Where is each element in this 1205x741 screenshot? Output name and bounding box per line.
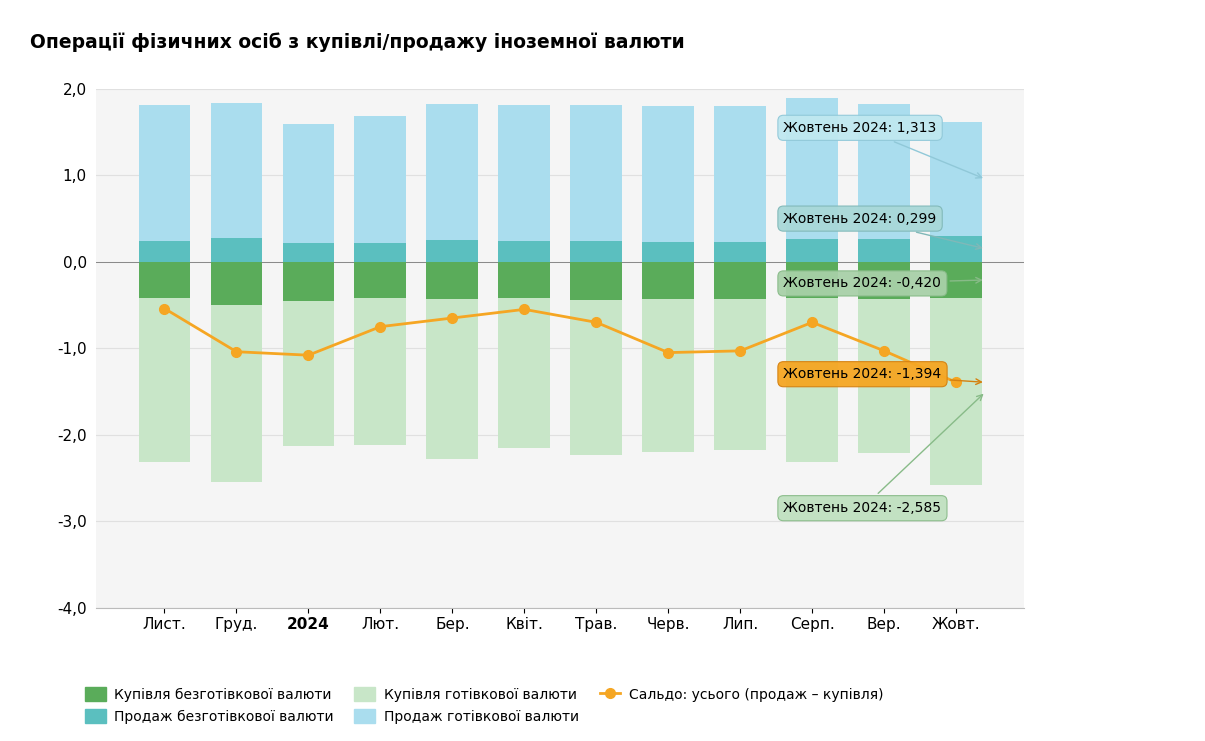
Bar — [427, 240, 478, 262]
Bar — [858, 239, 910, 262]
Bar — [858, 262, 910, 299]
Bar — [282, 262, 334, 301]
Bar — [211, 103, 263, 239]
Bar — [282, 243, 334, 262]
Сальдо: усього (продаж – купівля): (6, -0.7): усього (продаж – купівля): (6, -0.7) — [589, 318, 604, 327]
Bar — [642, 242, 694, 262]
Bar — [930, 262, 982, 298]
Bar — [787, 239, 839, 262]
Text: Жовтень 2024: 1,313: Жовтень 2024: 1,313 — [783, 121, 982, 178]
Bar — [570, 241, 622, 262]
Bar — [139, 262, 190, 298]
Bar — [930, 298, 982, 485]
Bar — [570, 105, 622, 241]
Сальдо: усього (продаж – купівля): (8, -1.03): усього (продаж – купівля): (8, -1.03) — [733, 347, 747, 356]
Bar — [499, 105, 551, 241]
Bar — [930, 236, 982, 262]
Bar — [930, 122, 982, 236]
Bar — [715, 262, 766, 299]
Bar — [642, 106, 694, 242]
Сальдо: усього (продаж – купівля): (1, -1.04): усього (продаж – купівля): (1, -1.04) — [229, 348, 243, 356]
Bar — [139, 298, 190, 462]
Сальдо: усього (продаж – купівля): (2, -1.08): усього (продаж – купівля): (2, -1.08) — [301, 350, 316, 359]
Legend: Купівля безготівкової валюти, Продаж безготівкової валюти, Купівля готівкової ва: Купівля безготівкової валюти, Продаж без… — [84, 687, 883, 724]
Bar — [499, 262, 551, 298]
Text: Жовтень 2024: -2,585: Жовтень 2024: -2,585 — [783, 395, 982, 515]
Bar — [354, 298, 406, 445]
Text: Жовтень 2024: -0,420: Жовтень 2024: -0,420 — [783, 276, 981, 290]
Сальдо: усього (продаж – купівля): (4, -0.65): усього (продаж – купівля): (4, -0.65) — [445, 313, 459, 322]
Bar — [499, 241, 551, 262]
Bar — [787, 298, 839, 462]
Сальдо: усього (продаж – купівля): (0, -0.54): усього (продаж – купівля): (0, -0.54) — [158, 304, 172, 313]
Line: Сальдо: усього (продаж – купівля): Сальдо: усього (продаж – купівля) — [159, 304, 962, 388]
Сальдо: усього (продаж – купівля): (3, -0.75): усього (продаж – купівля): (3, -0.75) — [374, 322, 388, 331]
Bar — [787, 262, 839, 298]
Bar — [211, 239, 263, 262]
Bar — [787, 99, 839, 239]
Text: Жовтень 2024: -1,394: Жовтень 2024: -1,394 — [783, 368, 981, 385]
Bar — [858, 104, 910, 239]
Bar — [282, 124, 334, 243]
Bar — [642, 299, 694, 452]
Bar — [354, 116, 406, 243]
Bar — [858, 299, 910, 453]
Bar — [427, 104, 478, 240]
Bar — [715, 242, 766, 262]
Bar — [570, 300, 622, 456]
Bar — [211, 262, 263, 305]
Text: Операції фізичних осіб з купівлі/продажу іноземної валюти: Операції фізичних осіб з купівлі/продажу… — [30, 33, 684, 52]
Bar — [354, 243, 406, 262]
Сальдо: усього (продаж – купівля): (5, -0.55): усього (продаж – купівля): (5, -0.55) — [517, 305, 531, 314]
Bar — [642, 262, 694, 299]
Bar — [139, 105, 190, 241]
Bar — [570, 262, 622, 300]
Bar — [427, 262, 478, 299]
Bar — [715, 299, 766, 451]
Text: Жовтень 2024: 0,299: Жовтень 2024: 0,299 — [783, 212, 981, 249]
Bar — [139, 241, 190, 262]
Bar — [427, 299, 478, 459]
Сальдо: усього (продаж – купівля): (10, -1.03): усього (продаж – купівля): (10, -1.03) — [877, 347, 892, 356]
Bar — [282, 301, 334, 446]
Bar — [211, 305, 263, 482]
Bar — [354, 262, 406, 298]
Сальдо: усього (продаж – купівля): (9, -0.7): усього (продаж – купівля): (9, -0.7) — [805, 318, 819, 327]
Сальдо: усього (продаж – купівля): (7, -1.05): усього (продаж – купівля): (7, -1.05) — [662, 348, 676, 357]
Bar — [499, 298, 551, 448]
Bar — [715, 106, 766, 242]
Сальдо: усього (продаж – купівля): (11, -1.39): усього (продаж – купівля): (11, -1.39) — [948, 378, 963, 387]
